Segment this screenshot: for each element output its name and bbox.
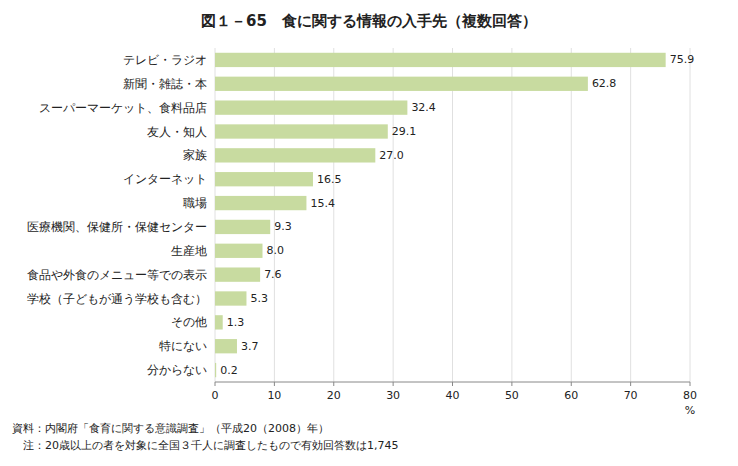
category-label: 新聞・雑誌・本	[123, 77, 207, 91]
data-label: 16.5	[317, 173, 342, 186]
bar	[215, 196, 306, 210]
grid-line	[393, 48, 394, 382]
data-label: 75.9	[670, 53, 695, 66]
tick-mark	[630, 382, 631, 386]
category-label: スーパーマーケット、食料品店	[39, 101, 207, 115]
data-label: 3.7	[241, 340, 259, 353]
data-label: 0.2	[220, 364, 238, 377]
data-label: 9.3	[274, 220, 292, 233]
tick-label: 10	[267, 389, 281, 402]
tick-mark	[452, 382, 453, 386]
grid-line	[571, 48, 572, 382]
tick-mark	[393, 382, 394, 386]
bar	[215, 220, 270, 234]
grid-line	[274, 48, 275, 382]
bar	[215, 100, 407, 114]
tick-label: 70	[624, 389, 638, 402]
data-label: 62.8	[592, 77, 617, 90]
category-label: テレビ・ラジオ	[123, 53, 207, 67]
data-label: 32.4	[411, 101, 436, 114]
grid-line	[333, 48, 334, 382]
category-label: 特にない	[159, 339, 207, 353]
bar	[215, 53, 666, 67]
category-label: 友人・知人	[147, 125, 207, 139]
tick-mark	[333, 382, 334, 386]
bar	[215, 339, 237, 353]
tick-label: 30	[386, 389, 400, 402]
x-axis-label: %	[685, 404, 695, 417]
bar	[215, 363, 216, 377]
tick-label: 40	[446, 389, 460, 402]
tick-label: 60	[564, 389, 578, 402]
category-label: インターネット	[123, 172, 207, 186]
bar	[215, 172, 313, 186]
grid-line	[215, 48, 216, 382]
data-label: 29.1	[392, 125, 417, 138]
data-label: 8.0	[267, 244, 285, 257]
tick-label: 20	[327, 389, 341, 402]
data-label: 5.3	[250, 292, 268, 305]
bar	[215, 124, 388, 138]
grid-line	[511, 48, 512, 382]
bar	[215, 315, 223, 329]
tick-mark	[571, 382, 572, 386]
chart-svg: 図１－65 食に関する情報の入手先（複数回答） 0 10 20 30 40 50 60 70 80…	[0, 0, 738, 466]
category-label: その他	[171, 315, 207, 329]
grid	[215, 48, 690, 386]
data-label: 27.0	[379, 149, 404, 162]
bar	[215, 267, 260, 281]
bar	[215, 291, 246, 305]
category-label: 家族	[183, 148, 207, 162]
labels: テレビ・ラジオ 75.9 新聞・雑誌・本 62.8 スーパーマーケット、食料品店 32.4…	[27, 53, 694, 377]
category-label: 学校（子どもが通う学校も含む）	[27, 292, 207, 306]
category-label: 生産地	[171, 244, 207, 258]
grid-line	[690, 48, 691, 382]
data-label: 1.3	[227, 316, 245, 329]
bars	[215, 53, 666, 377]
category-label: 分からない	[147, 363, 207, 377]
bar	[215, 77, 588, 91]
tick-mark	[274, 382, 275, 386]
data-label: 15.4	[310, 197, 335, 210]
bar	[215, 148, 375, 162]
grid-line	[630, 48, 631, 382]
tick-label: 0	[212, 389, 219, 402]
tick-mark	[511, 382, 512, 386]
category-label: 食品や外食のメニュー等での表示	[27, 268, 207, 282]
tick-mark	[690, 382, 691, 386]
footnote: 注：20歳以上の者を対象に全国３千人に調査したもので有効回答数は1,745	[12, 439, 399, 452]
data-label: 7.6	[264, 268, 282, 281]
tick-label: 50	[505, 389, 519, 402]
grid-line	[452, 48, 453, 382]
x-axis-line	[215, 382, 690, 383]
category-label: 医療機関、保健所・保健センター	[27, 220, 207, 234]
footnote: 資料：内閣府「食育に関する意識調査」（平成20（2008）年）	[12, 422, 329, 435]
bar	[215, 244, 263, 258]
tick-label: 80	[683, 389, 697, 402]
category-label: 職場	[183, 196, 207, 210]
tick-mark	[215, 382, 216, 386]
chart-title: 図１－65 食に関する情報の入手先（複数回答）	[201, 12, 537, 30]
